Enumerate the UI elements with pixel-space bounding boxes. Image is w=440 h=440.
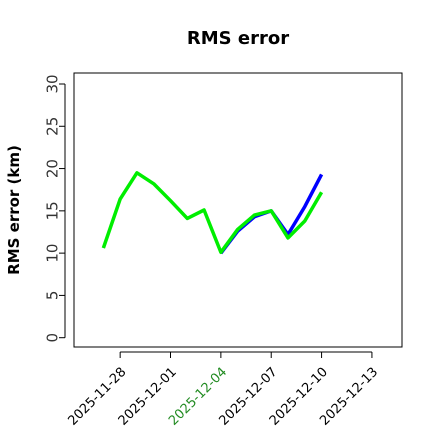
y-tick-label: 30	[44, 74, 62, 93]
y-tick-label: 10	[44, 244, 62, 263]
y-tick-label: 5	[44, 291, 62, 301]
plot-box	[73, 72, 403, 348]
y-axis-title: RMS error (km)	[5, 145, 23, 275]
chart-title: RMS error	[187, 28, 289, 49]
y-tick-label: 0	[44, 333, 62, 343]
series-line	[101, 171, 324, 255]
y-tick-label: 25	[44, 117, 62, 136]
y-tick-label: 15	[44, 201, 62, 220]
y-tick-label: 20	[44, 159, 62, 178]
